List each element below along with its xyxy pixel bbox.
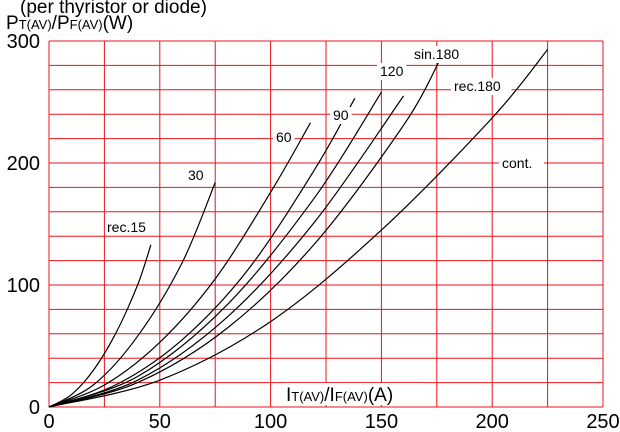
x-tick-label: 150 [365, 411, 398, 432]
y-label-p1: P [6, 13, 19, 34]
x-label-unit: (A) [368, 385, 393, 406]
x-label-sep: /I [324, 385, 335, 406]
series-line-cont- [48, 49, 549, 408]
curve-label: 30 [188, 167, 204, 183]
tick-labels: 0 50 100 150 200 250 0 100 200 300 [7, 31, 620, 432]
y-label-sep: /P [52, 13, 70, 34]
curve-label-background [273, 129, 295, 146]
curves [48, 49, 549, 408]
series-line-unlabeled [48, 95, 405, 408]
curve-label: rec.15 [107, 219, 146, 235]
x-axis-label: IT(AV)/IF(AV)(A) [286, 385, 393, 406]
curve-label: cont. [502, 155, 532, 171]
chart-title: (per thyristor or diode) [20, 0, 207, 18]
series-line-90 [48, 98, 356, 408]
curve-label: rec.180 [454, 78, 501, 94]
series-line-rec-15 [48, 244, 152, 408]
x-tick-label: 250 [586, 411, 619, 432]
y-label-sub2: F(AV) [70, 17, 103, 32]
x-tick-label: 50 [149, 411, 171, 432]
grid [48, 40, 604, 408]
x-axis-label-background [283, 383, 425, 405]
y-axis-label: PT(AV)/PF(AV)(W) [6, 13, 133, 34]
y-tick-label: 300 [7, 31, 40, 53]
curve-label: 60 [276, 129, 292, 145]
series-line-30 [48, 182, 216, 408]
x-tick-label: 200 [476, 411, 509, 432]
x-tick-label: 100 [254, 411, 287, 432]
curve-label: 90 [333, 107, 349, 123]
y-label-sub1: T(AV) [19, 17, 52, 32]
x-label-sub2: F(AV) [335, 389, 368, 404]
curve-label-background [499, 155, 544, 172]
curve-label-background [377, 63, 407, 80]
curve-label-background [411, 46, 472, 63]
x-label-p1: I [286, 385, 291, 406]
curve-label: sin.180 [414, 46, 459, 62]
y-label-unit: (W) [103, 13, 134, 34]
x-label-sub1: T(AV) [291, 389, 324, 404]
curve-label-background [330, 107, 352, 124]
x-tick-label: 0 [43, 411, 54, 432]
y-tick-label: 0 [29, 397, 40, 419]
curve-label-background [451, 78, 512, 95]
y-tick-label: 200 [7, 153, 40, 175]
series-line-120 [48, 91, 382, 408]
curve-label: 120 [380, 63, 404, 79]
series-line-sin-180 [48, 61, 440, 408]
curve-labels: rec.15 30 60 90 120 sin.180 rec.180 cont. [107, 46, 544, 235]
y-tick-label: 100 [7, 275, 40, 297]
series-line-60 [48, 122, 312, 408]
